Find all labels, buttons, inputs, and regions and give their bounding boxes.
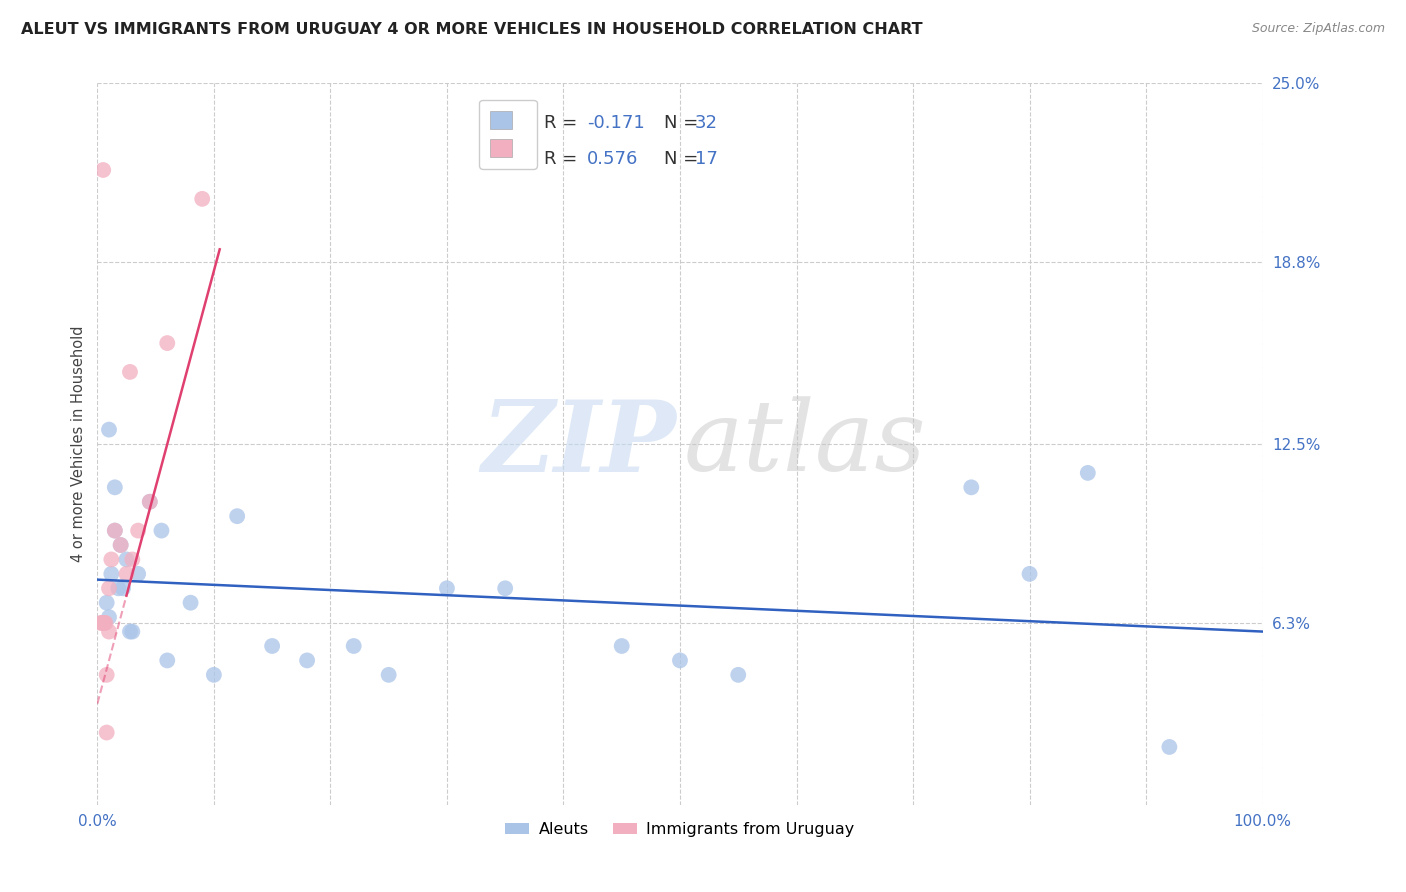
Text: 32: 32 <box>695 114 718 132</box>
Point <box>669 653 692 667</box>
Text: R =: R = <box>544 150 582 169</box>
Point <box>96 596 118 610</box>
Point <box>139 494 162 508</box>
Point <box>104 524 127 538</box>
Point <box>96 725 118 739</box>
Point <box>262 639 284 653</box>
Point <box>1159 739 1181 754</box>
Text: -0.171: -0.171 <box>586 114 644 132</box>
Point <box>110 538 132 552</box>
Point <box>727 668 749 682</box>
Point <box>191 192 214 206</box>
Point <box>91 163 114 178</box>
Legend: Aleuts, Immigrants from Uruguay: Aleuts, Immigrants from Uruguay <box>499 816 860 844</box>
Point <box>110 538 132 552</box>
Point <box>295 653 318 667</box>
Point <box>98 423 121 437</box>
Point <box>104 524 127 538</box>
Point <box>343 639 366 653</box>
Point <box>100 552 122 566</box>
Text: ZIP: ZIP <box>481 396 676 492</box>
Point <box>610 639 633 653</box>
Point <box>121 552 143 566</box>
Text: N =: N = <box>664 114 703 132</box>
Point <box>202 668 225 682</box>
Point <box>118 624 141 639</box>
Text: ALEUT VS IMMIGRANTS FROM URUGUAY 4 OR MORE VEHICLES IN HOUSEHOLD CORRELATION CHA: ALEUT VS IMMIGRANTS FROM URUGUAY 4 OR MO… <box>21 22 922 37</box>
Y-axis label: 4 or more Vehicles in Household: 4 or more Vehicles in Household <box>72 326 86 562</box>
Point <box>90 615 112 630</box>
Text: 17: 17 <box>695 150 718 169</box>
Point <box>94 615 117 630</box>
Point <box>91 615 114 630</box>
Point <box>98 624 121 639</box>
Point <box>107 582 129 596</box>
Point <box>156 336 179 351</box>
Point <box>180 596 202 610</box>
Point <box>1018 566 1040 581</box>
Point <box>115 552 138 566</box>
Text: Source: ZipAtlas.com: Source: ZipAtlas.com <box>1251 22 1385 36</box>
Point <box>98 582 121 596</box>
Point <box>156 653 179 667</box>
Point <box>115 566 138 581</box>
Text: atlas: atlas <box>683 396 927 491</box>
Point <box>960 480 983 494</box>
Point <box>226 509 249 524</box>
Text: 0.576: 0.576 <box>586 150 638 169</box>
Point <box>127 566 149 581</box>
Point <box>91 615 114 630</box>
Point <box>93 615 115 630</box>
Point <box>1077 466 1099 480</box>
Point <box>494 582 516 596</box>
Point <box>436 582 458 596</box>
Point <box>127 524 149 538</box>
Point <box>118 365 141 379</box>
Point <box>104 480 127 494</box>
Point <box>150 524 173 538</box>
Point <box>111 582 134 596</box>
Point <box>100 566 122 581</box>
Text: R =: R = <box>544 114 582 132</box>
Text: N =: N = <box>664 150 703 169</box>
Point <box>96 668 118 682</box>
Point <box>121 624 143 639</box>
Point <box>139 494 162 508</box>
Point <box>377 668 399 682</box>
Point <box>98 610 121 624</box>
